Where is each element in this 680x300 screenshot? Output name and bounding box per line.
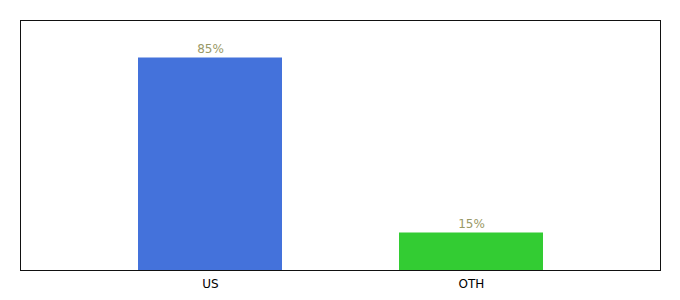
svg-text:OTH: OTH: [459, 277, 485, 291]
svg-text:US: US: [202, 277, 218, 291]
svg-text:15%: 15%: [458, 217, 485, 231]
svg-text:85%: 85%: [197, 42, 224, 56]
